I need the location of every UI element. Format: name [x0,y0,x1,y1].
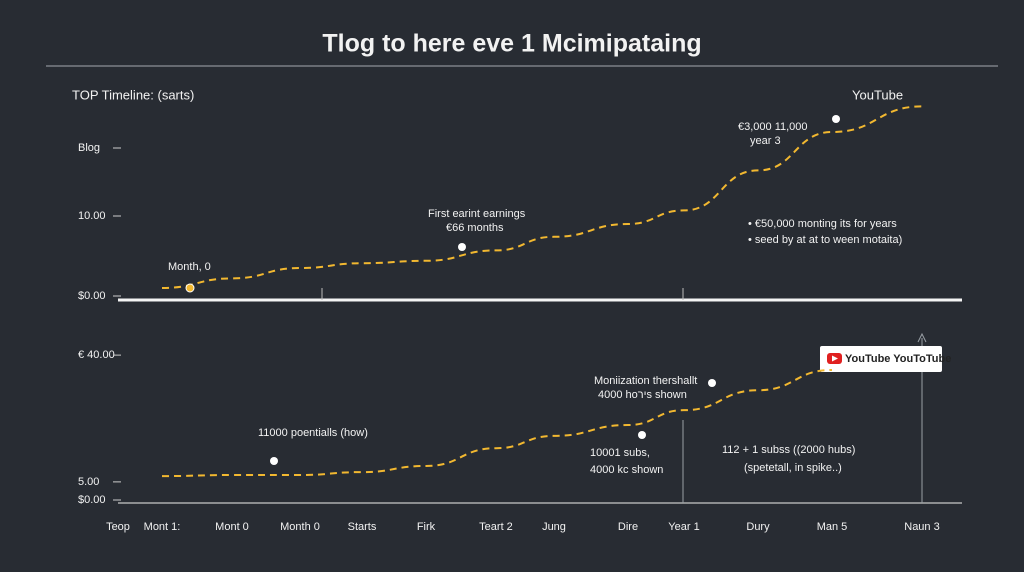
annotation: Month, 0 [168,261,211,273]
annotation-dot [708,379,716,387]
brand-box: YouTube YouToTube [820,346,951,372]
x-tick-label: Year 1 [668,521,699,533]
annotation-dot [270,457,278,465]
annotation: (spetetall, in spike..) [744,462,842,474]
annotation: 4000 kc shown [590,464,663,476]
x-tick-label: Teop [106,521,130,533]
x-tick-label: Mont 0 [215,521,249,533]
x-tick-label: Starts [348,521,377,533]
y-tick-label: € 40.00 [78,349,115,361]
panel-title: TOP Timeline: (sarts) [72,87,194,102]
annotation-dot [832,115,840,123]
x-tick-label: Man 5 [817,521,848,533]
trend-line [161,368,833,478]
annotation: 4000 hoירs shown [598,389,687,401]
annotation-dot [185,283,195,293]
annotation: • seed by at at to ween motaita) [748,234,902,246]
arrow-head [917,332,927,343]
annotation-dot [638,431,646,439]
annotation: Moniization thershallt [594,375,697,387]
y-tick-label: 10.00 [78,210,106,222]
x-tick-label: Dire [618,521,638,533]
y-tick-label: $0.00 [78,494,106,506]
annotation: First earint earnings [428,208,526,220]
y-tick-label: $0.00 [78,290,106,302]
x-tick-label: Firk [417,521,436,533]
annotation: €3,000 11,000 [738,121,808,133]
brand-box-bg [820,346,942,372]
brand-label: YouTube [852,87,903,102]
annotation: • €50,000 monting its for years [748,218,897,230]
x-tick-label: Month 0 [280,521,320,533]
annotation: 112 + 1 subss ((2000 hubs) [722,444,855,456]
trend-line [161,105,923,289]
annotation: 11000 poentialls (how) [258,427,368,439]
x-tick-label: Dury [746,521,770,533]
annotation: 10001 subs, [590,447,650,459]
brand-icon-play [832,355,838,362]
brand-box-label: YouTube YouToTube [845,353,951,365]
annotation: year 3 [750,135,781,147]
y-tick-label: Blog [78,142,100,154]
chart-title: Tlog to here eve 1 Mcimipataing [322,30,701,58]
x-tick-label: Mont 1: [144,521,181,533]
annotation-dot [458,243,466,251]
y-tick-label: 5.00 [78,476,99,488]
x-tick-label: Teart 2 [479,521,513,533]
x-tick-label: Naun 3 [904,521,939,533]
annotation: €66 months [446,222,504,234]
x-tick-label: Jung [542,521,566,533]
